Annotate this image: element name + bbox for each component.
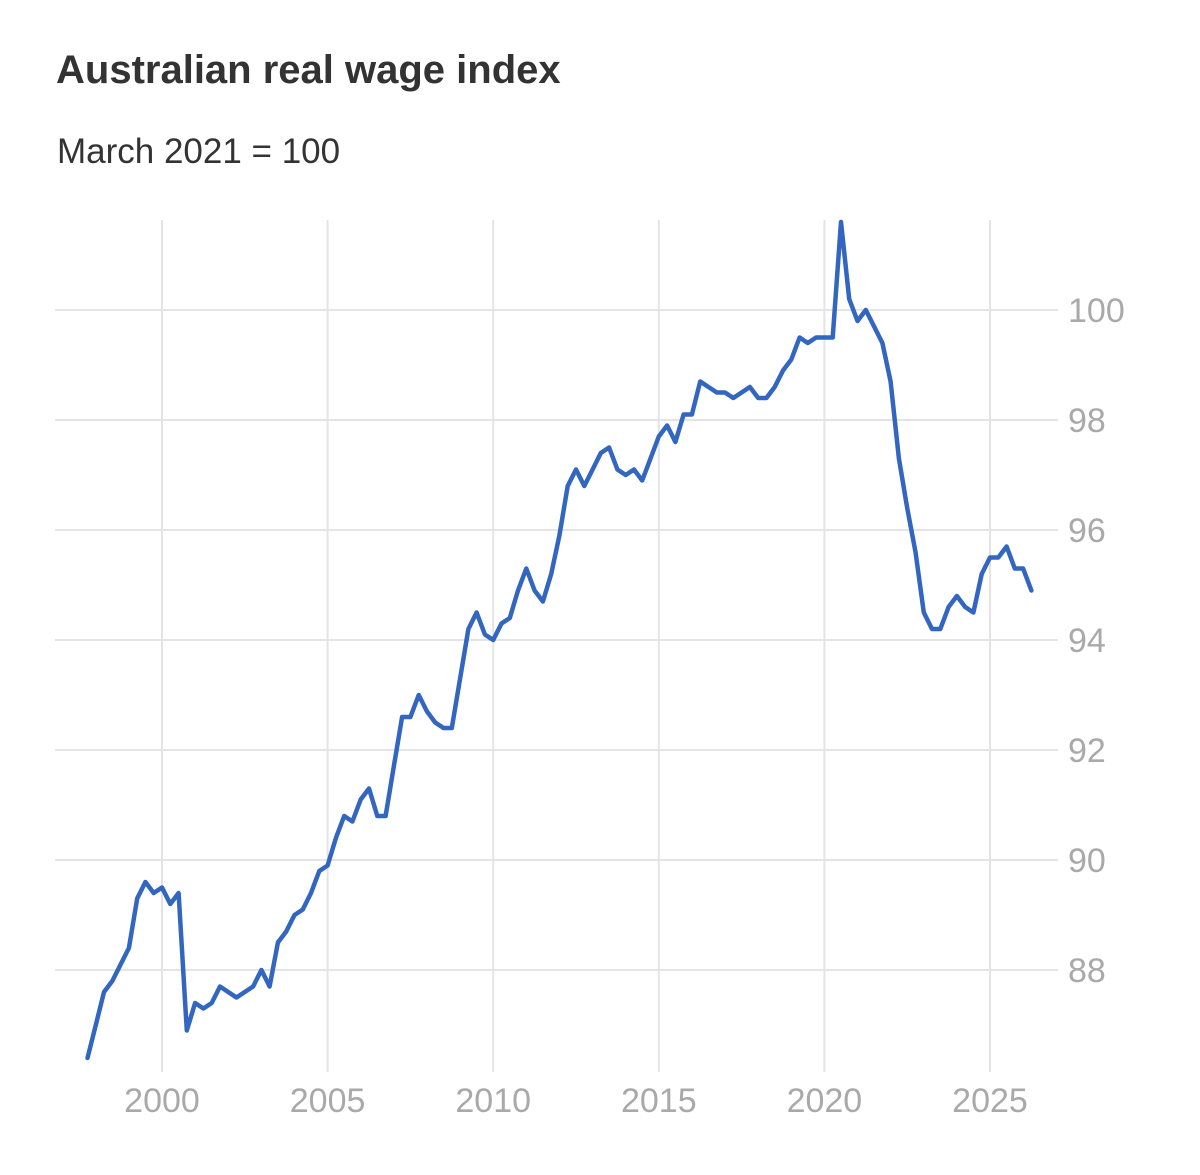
tick-label-layer: 2000 2005 2010 2015 2020 2025 88 90 92 94 96 98 100 — [124, 292, 1125, 1120]
series-layer — [85, 219, 1034, 1061]
y-tick-label-88: 88 — [1068, 952, 1106, 990]
x-tick-label-2025: 2025 — [952, 1082, 1028, 1120]
y-tick-label-90: 90 — [1068, 842, 1106, 880]
y-tick-label-98: 98 — [1068, 402, 1106, 440]
grid-layer — [55, 220, 1058, 1072]
chart-title: Australian real wage index — [56, 48, 561, 92]
x-tick-label-2010: 2010 — [455, 1082, 531, 1120]
y-tick-label-94: 94 — [1068, 622, 1106, 660]
y-tick-label-100: 100 — [1068, 292, 1125, 330]
chart-subtitle: March 2021 = 100 — [57, 132, 341, 171]
x-tick-label-2020: 2020 — [787, 1082, 863, 1120]
y-tick-label-96: 96 — [1068, 512, 1106, 550]
y-tick-label-92: 92 — [1068, 732, 1106, 770]
x-tick-label-2005: 2005 — [290, 1082, 366, 1120]
series-line-0 — [85, 219, 1034, 1061]
x-tick-label-2000: 2000 — [124, 1082, 200, 1120]
x-tick-label-2015: 2015 — [621, 1082, 697, 1120]
